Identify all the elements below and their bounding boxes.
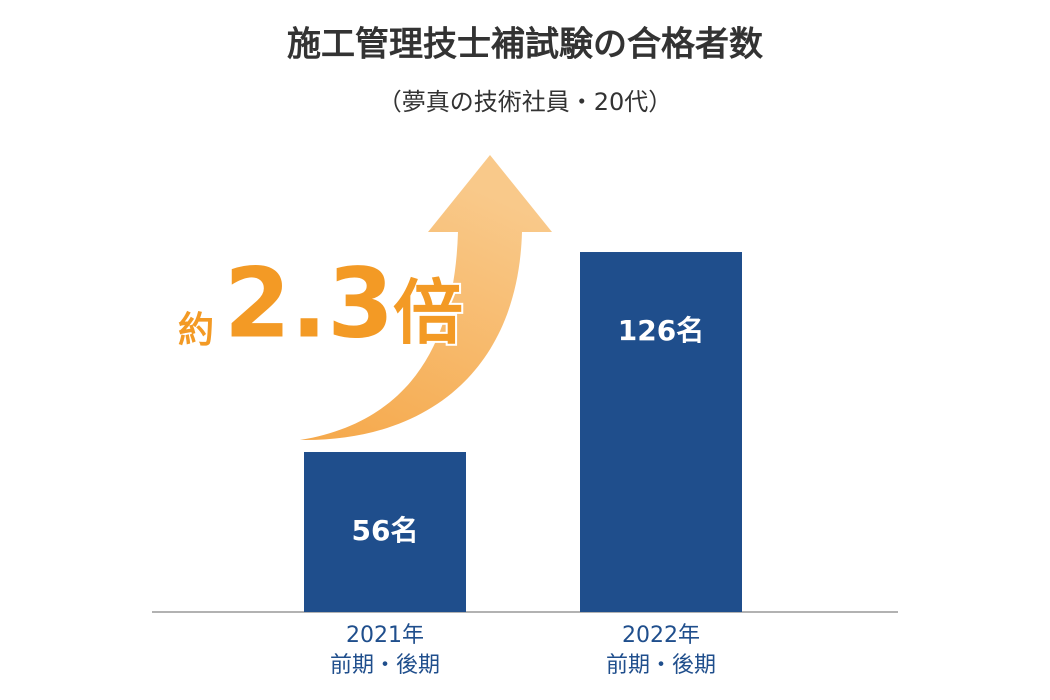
x-tick-line: 前期・後期 bbox=[606, 653, 716, 678]
value-label: 126名 bbox=[618, 314, 704, 347]
value-label: 56名 bbox=[352, 514, 419, 547]
x-tick-label: 2022年前期・後期 bbox=[606, 623, 716, 678]
annotation-prefix: 約 bbox=[178, 310, 214, 351]
chart-subtitle: （夢真の技術社員・20代） bbox=[378, 88, 673, 116]
annotation-suffix: 倍 bbox=[393, 272, 463, 354]
x-tick-line: 2021年 bbox=[346, 623, 424, 648]
x-tick-label: 2021年前期・後期 bbox=[330, 623, 440, 678]
bar bbox=[304, 452, 466, 612]
bar bbox=[580, 252, 742, 612]
x-tick-line: 2022年 bbox=[622, 623, 700, 648]
growth-arrow bbox=[300, 155, 552, 441]
annotation-value: 2.3 bbox=[224, 247, 394, 359]
chart-title: 施工管理技士補試験の合格者数 bbox=[287, 25, 763, 65]
x-tick-line: 前期・後期 bbox=[330, 653, 440, 678]
